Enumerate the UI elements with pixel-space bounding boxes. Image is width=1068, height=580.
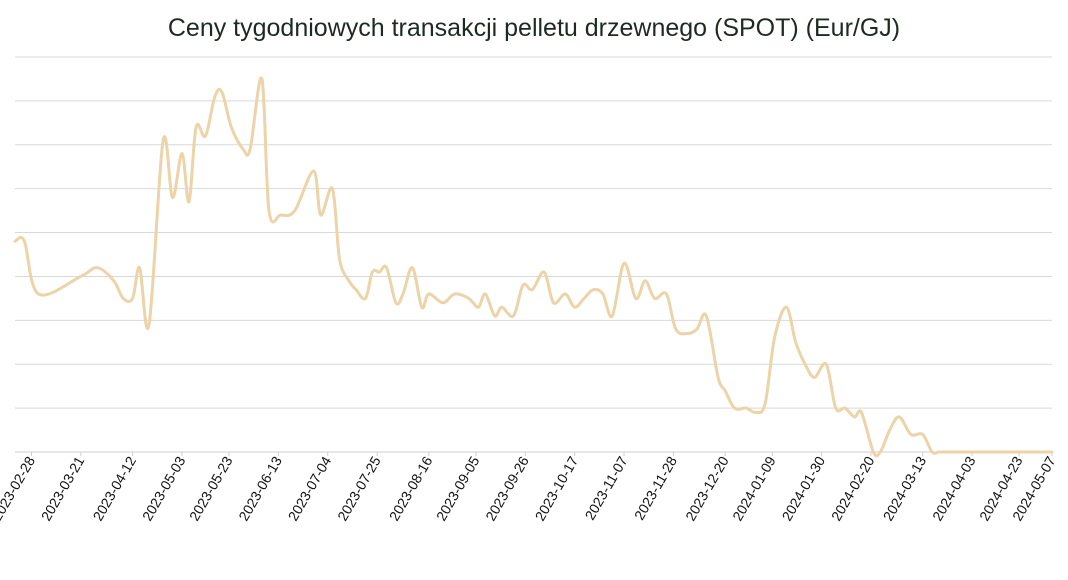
x-tick-label: 2023-11-07 bbox=[581, 453, 630, 522]
x-tick-label: 2023-12-20 bbox=[682, 453, 732, 523]
x-tick-label: 2024-04-03 bbox=[929, 453, 979, 523]
x-tick-label: 2023-03-21 bbox=[38, 453, 88, 523]
x-tick-label: 2023-09-26 bbox=[482, 453, 532, 523]
x-tick-label: 2023-07-04 bbox=[285, 453, 335, 523]
x-tick-label: 2023-05-03 bbox=[139, 453, 189, 523]
x-tick-label: 2024-01-30 bbox=[778, 453, 828, 523]
x-tick-label: 2023-08-16 bbox=[386, 453, 436, 523]
x-tick-label: 2023-09-05 bbox=[433, 453, 483, 523]
x-tick-label: 2023-10-17 bbox=[532, 453, 582, 523]
x-tick-label: 2024-02-20 bbox=[828, 453, 878, 523]
x-tick-label: 2023-07-25 bbox=[334, 453, 384, 523]
x-tick-label: 2023-11-28 bbox=[631, 453, 680, 522]
series-line-0 bbox=[13, 76, 1054, 458]
x-tick-label: 2023-06-13 bbox=[235, 453, 285, 523]
x-tick-label: 2024-03-13 bbox=[880, 453, 930, 523]
x-tick-label: 2023-04-12 bbox=[90, 453, 140, 523]
chart-title: Ceny tygodniowych transakcji pelletu drz… bbox=[167, 14, 901, 42]
x-tick-label: 2024-01-09 bbox=[729, 453, 779, 523]
x-tick-label: 2023-05-23 bbox=[186, 453, 236, 523]
x-tick-label: 2023-02-28 bbox=[0, 453, 38, 523]
